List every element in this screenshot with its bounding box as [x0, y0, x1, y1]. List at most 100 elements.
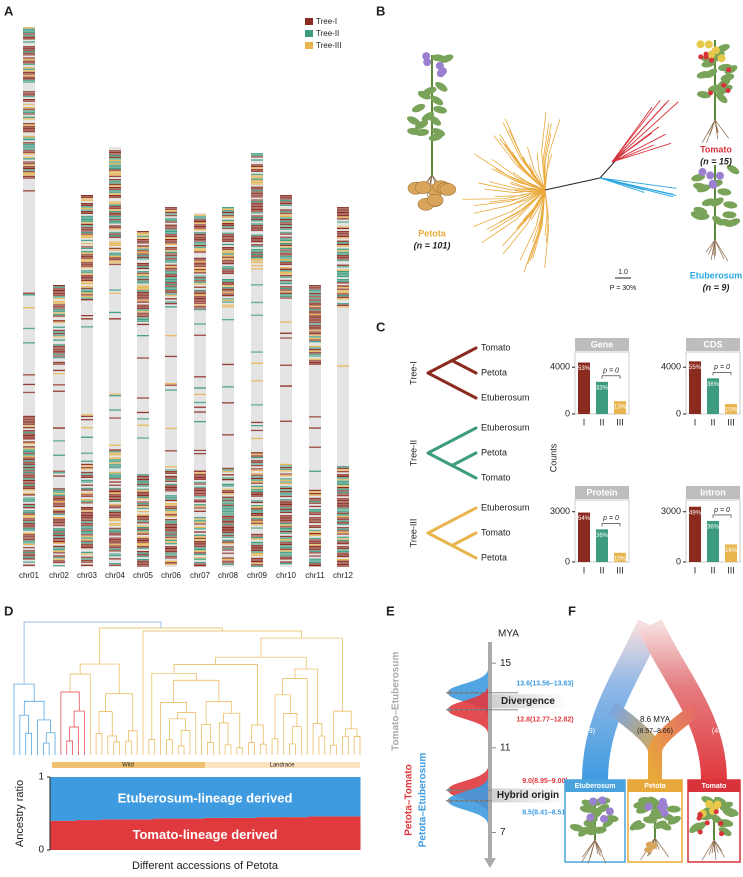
stripe	[109, 505, 121, 507]
stripe	[81, 502, 93, 504]
x-tick-label: III	[616, 565, 624, 575]
stripe	[53, 493, 65, 495]
lineage-flow	[582, 619, 662, 781]
stripe	[109, 247, 121, 250]
legend-swatch	[305, 30, 313, 37]
stripe	[23, 30, 35, 32]
stripe	[81, 553, 93, 555]
stripe	[337, 506, 349, 508]
stripe	[165, 355, 177, 358]
stripe	[337, 290, 349, 292]
series-label: Tomato-lineage derived	[133, 827, 278, 842]
tree-branch	[489, 189, 546, 203]
stripe	[23, 497, 35, 499]
stripe	[309, 333, 321, 335]
stripe	[251, 215, 263, 217]
stripe	[165, 551, 177, 553]
stripes	[309, 285, 321, 567]
stripe	[109, 156, 121, 158]
stripe	[109, 459, 121, 461]
stripe	[109, 452, 121, 454]
stripe	[309, 289, 321, 292]
stripe	[109, 532, 121, 534]
stripe	[137, 493, 149, 495]
stripe	[81, 507, 93, 509]
x-tick-label: I	[694, 565, 697, 575]
stripe	[251, 557, 263, 560]
tree-branch	[478, 182, 546, 191]
stripe	[109, 207, 121, 210]
stripe	[194, 406, 206, 408]
stripe	[309, 513, 321, 516]
stripe	[53, 363, 65, 365]
y-tick-label: 0	[38, 845, 44, 856]
stripe	[109, 467, 121, 469]
stripe	[194, 472, 206, 474]
stripe	[309, 285, 321, 287]
stripe	[23, 487, 35, 490]
stripe	[23, 518, 35, 520]
stripe	[81, 545, 93, 547]
stripe	[222, 219, 234, 222]
stripe	[81, 495, 93, 498]
stripe	[81, 292, 93, 294]
tree-branch	[544, 123, 552, 191]
group-bar	[52, 762, 205, 768]
stripe	[81, 267, 93, 269]
stripe	[309, 360, 321, 362]
stripe	[109, 555, 121, 557]
stripe	[165, 471, 177, 473]
stripe	[109, 172, 121, 174]
plant-flower	[715, 171, 724, 180]
stripe	[137, 527, 149, 529]
stripe	[280, 547, 292, 549]
stripe	[222, 255, 234, 257]
dendrogram-branch	[169, 718, 186, 740]
stripe	[81, 206, 93, 208]
event-label: Divergence	[501, 696, 555, 707]
stack-bar	[75, 777, 103, 821]
stripe	[109, 513, 121, 515]
stripe	[337, 280, 349, 282]
stripe	[137, 309, 149, 311]
stripe	[81, 271, 93, 274]
stripe	[165, 251, 177, 254]
stripe	[137, 560, 149, 562]
stripe	[165, 504, 177, 506]
dendrogram-branch	[60, 691, 80, 755]
stripe	[309, 363, 321, 365]
plant-leaf	[653, 820, 667, 830]
stripe	[109, 163, 121, 165]
stack-bar	[256, 817, 283, 850]
stripe	[194, 334, 206, 336]
stripe	[337, 295, 349, 297]
flow-label: 51%	[575, 715, 591, 724]
stripe	[53, 288, 65, 290]
stripe	[109, 244, 121, 246]
y-tick-label: 0	[676, 556, 681, 566]
stripe	[109, 499, 121, 501]
stripe	[165, 541, 177, 543]
stripe	[251, 476, 263, 478]
plant-leaf	[697, 91, 711, 99]
stripe	[165, 554, 177, 556]
stripe	[251, 205, 263, 208]
stack-bar	[334, 777, 361, 817]
event-box	[492, 694, 567, 709]
stripe	[280, 499, 292, 501]
stripe	[109, 527, 121, 530]
dendrogram-branch	[236, 747, 244, 755]
dendrogram-branch	[23, 700, 45, 720]
stripe	[23, 161, 35, 163]
stripe	[194, 238, 206, 240]
stripe	[109, 159, 121, 162]
stripe	[280, 475, 292, 477]
stripe	[222, 306, 234, 308]
stripe	[251, 170, 263, 172]
stripe	[109, 487, 121, 490]
stripe	[251, 545, 263, 547]
stripe	[165, 335, 177, 337]
plant-leaf	[440, 54, 454, 63]
stripe	[165, 475, 177, 478]
stripe	[109, 222, 121, 224]
